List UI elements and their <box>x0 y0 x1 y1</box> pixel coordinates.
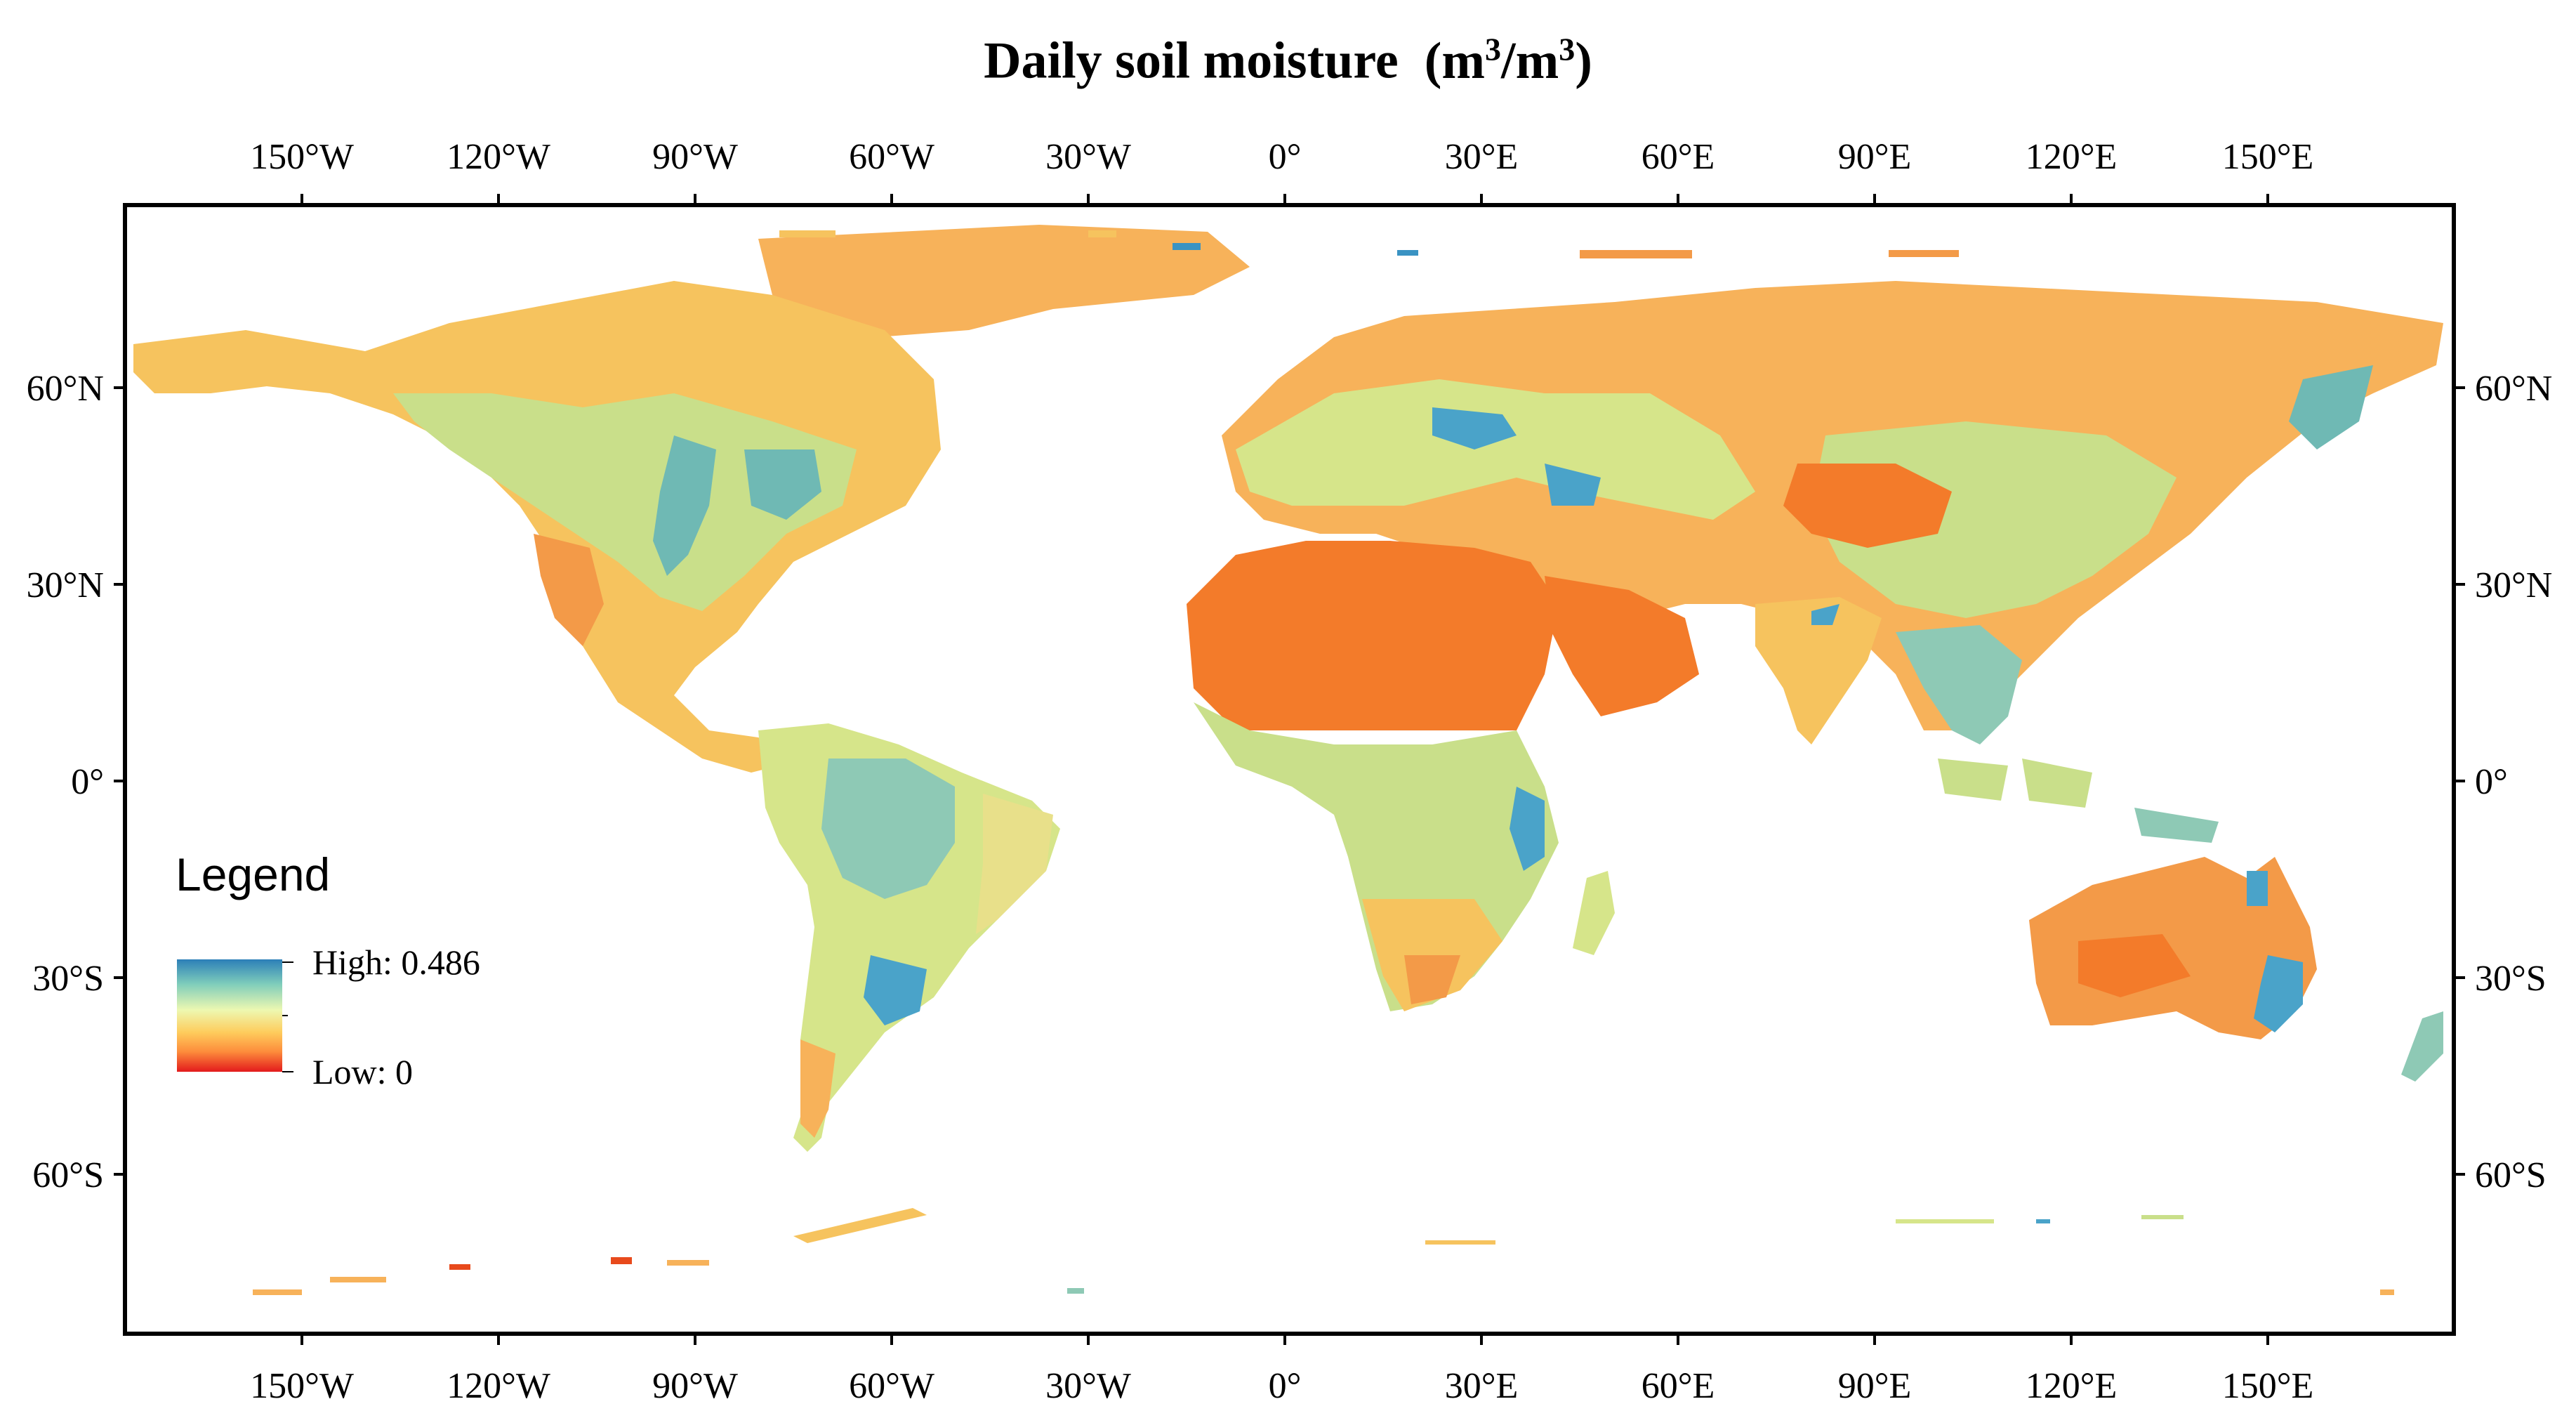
lat-label-right: 60°S <box>2475 1155 2547 1195</box>
lon-label-top: 120°E <box>2026 137 2118 177</box>
title-unit: (m3/m3) <box>1424 31 1592 90</box>
lon-label-top: 30°E <box>1445 137 1519 177</box>
southeast-asia <box>1896 625 2219 843</box>
lat-label-left: 0° <box>71 762 104 802</box>
lon-label-top: 90°W <box>652 137 738 177</box>
lon-label-top: 120°W <box>447 137 550 177</box>
lon-label-bottom: 120°E <box>2026 1366 2118 1406</box>
lon-label-top: 150°E <box>2222 137 2314 177</box>
lat-label-right: 30°S <box>2475 959 2547 999</box>
legend-color-ramp <box>177 959 282 1072</box>
lat-label-right: 0° <box>2475 762 2508 802</box>
lon-label-bottom: 90°E <box>1838 1366 1912 1406</box>
lat-label-left: 30°S <box>32 959 104 999</box>
lon-label-bottom: 120°W <box>447 1366 550 1406</box>
antarctica <box>253 1208 2394 1295</box>
title-text: Daily soil moisture <box>984 32 1399 90</box>
lon-label-bottom: 150°E <box>2222 1366 2314 1406</box>
lon-label-top: 0° <box>1269 137 1302 177</box>
legend: Legend High: 0.486 Low: 0 <box>176 848 480 1091</box>
madagascar <box>1573 871 1615 955</box>
lat-label-left: 30°N <box>27 565 104 605</box>
arctic-fringe <box>779 230 1959 258</box>
lon-label-bottom: 30°W <box>1045 1366 1131 1406</box>
new-zealand <box>2401 1011 2443 1082</box>
tick-layer: 150°W 150°W 120°W 120°W 90°W 90°W 60°W 60°W 30°W… <box>27 137 2553 1406</box>
lat-label-left: 60°S <box>32 1155 104 1195</box>
lat-label-right: 30°N <box>2475 565 2552 605</box>
north-america <box>133 281 941 773</box>
lat-label-left: 60°N <box>27 369 104 409</box>
lon-label-top: 90°E <box>1838 137 1912 177</box>
lon-label-bottom: 60°E <box>1642 1366 1715 1406</box>
land-layer <box>133 225 2443 1295</box>
greenland <box>758 225 1250 337</box>
legend-title: Legend <box>176 848 330 900</box>
lon-label-top: 150°W <box>250 137 354 177</box>
legend-high-label: High: 0.486 <box>312 943 480 982</box>
australia <box>2029 857 2317 1039</box>
lon-label-bottom: 30°E <box>1445 1366 1519 1406</box>
map-title: Daily soil moisture (m3/m3) <box>0 14 2576 96</box>
map-frame <box>123 203 2456 1336</box>
legend-low-label: Low: 0 <box>312 1052 413 1091</box>
lon-label-top: 60°E <box>1642 137 1715 177</box>
lon-label-bottom: 150°W <box>250 1366 354 1406</box>
africa <box>1187 541 1615 1011</box>
eurasia <box>1222 281 2443 730</box>
lat-label-right: 60°N <box>2475 369 2552 409</box>
india <box>1755 597 1882 744</box>
arabia <box>1545 576 1699 716</box>
lon-label-bottom: 90°W <box>652 1366 738 1406</box>
south-america <box>758 723 1060 1152</box>
lon-label-bottom: 0° <box>1269 1366 1302 1406</box>
lon-label-top: 60°W <box>849 137 934 177</box>
lon-label-top: 30°W <box>1045 137 1131 177</box>
lon-label-bottom: 60°W <box>849 1366 934 1406</box>
